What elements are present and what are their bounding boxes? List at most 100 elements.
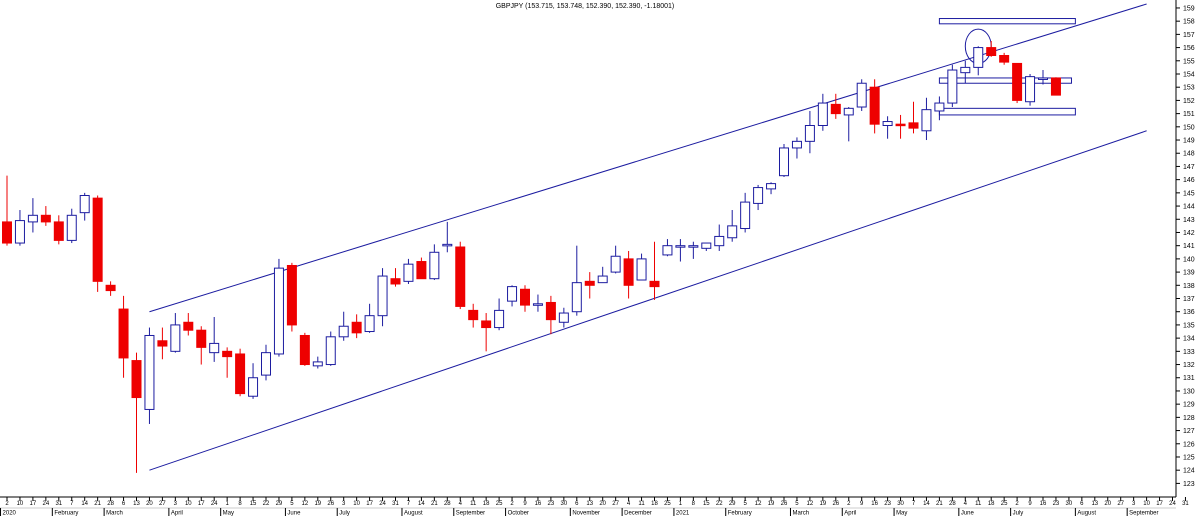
x-tick-label: 24 [43,501,50,507]
candle [559,308,568,328]
y-tick-label: 151 [1183,111,1195,118]
x-tick-label: 13 [586,501,593,507]
candle-body-down [521,289,530,305]
x-tick-label: 18 [483,501,490,507]
x-tick-label: 18 [651,501,658,507]
month-label: June [287,511,301,517]
candle-body-down [546,302,555,319]
candle [831,94,840,119]
candle-body-down [1051,78,1060,95]
x-tick-label: 27 [159,501,166,507]
candle-body-up [922,110,931,131]
x-tick-label: 5 [795,501,799,507]
candle [780,144,789,177]
x-tick-label: 2 [510,501,514,507]
candle [676,239,685,261]
x-tick-label: 14 [418,501,425,507]
x-tick-label: 10 [353,501,360,507]
candle [378,268,387,326]
month-label: 2020 [3,511,17,517]
month-label: December [624,511,652,517]
candle-body-up [1039,78,1048,80]
candle-body-up [15,221,24,243]
y-tick-label: 158 [1183,19,1195,26]
candle [67,209,76,243]
candle [365,304,374,333]
month-label: July [339,511,350,517]
candle [637,254,646,280]
candle-body-up [508,287,517,302]
y-tick-label: 159 [1183,5,1195,12]
candles-layer [3,41,1061,473]
candle-body-down [236,354,245,394]
y-tick-label: 123 [1183,481,1195,488]
candle [171,313,180,353]
candle-body-up [1026,77,1035,102]
month-label: July [1013,511,1024,517]
candle-body-down [352,322,361,333]
candle [132,353,141,473]
candle-body-up [935,103,944,111]
candle-body-up [572,283,581,312]
x-tick-label: 16 [1040,501,1047,507]
x-tick-label: 31 [1182,501,1189,507]
candle-body-down [1013,63,1022,100]
y-tick-label: 145 [1183,190,1195,197]
candle-body-down [987,48,996,56]
y-tick-label: 133 [1183,349,1195,356]
candle [300,333,309,366]
x-tick-label: 3 [1132,501,1136,507]
candle [585,272,594,298]
y-tick-label: 137 [1183,296,1195,303]
candle [404,259,413,284]
x-tick-label: 28 [444,501,451,507]
candle-body-up [741,202,750,228]
trendline-lower-channel [149,131,1146,470]
x-tick-label: 4 [459,501,463,507]
candle [15,210,24,246]
drawings-layer [149,4,1146,470]
candle-body-up [818,103,827,125]
candle-body-up [339,326,348,337]
x-tick-label: 3 [174,501,178,507]
candle-body-up [611,256,620,272]
candle [935,96,944,120]
month-label: April [171,511,183,517]
candle [702,243,711,251]
y-tick-label: 130 [1183,388,1195,395]
candle [287,263,296,332]
candle-body-up [676,246,685,248]
candle [1051,77,1060,95]
candle-body-up [598,276,607,283]
candle [417,258,426,279]
candle-body-up [495,310,504,327]
candle-body-down [1000,56,1009,63]
candle-body-up [210,343,219,352]
trendline-upper-channel [149,4,1146,312]
candle-body-up [792,141,801,148]
y-tick-label: 141 [1183,243,1195,250]
candle [352,314,361,338]
y-axis: 1231241251261271281291301311321331341351… [1176,0,1195,497]
x-tick-label: 20 [1104,501,1111,507]
y-tick-label: 155 [1183,58,1195,65]
x-tick-label: 3 [342,501,346,507]
candle-body-up [262,353,271,375]
y-tick-label: 143 [1183,217,1195,224]
y-tick-label: 136 [1183,309,1195,316]
y-tick-label: 132 [1183,362,1195,369]
month-label: September [456,511,485,517]
candle-body-up [28,215,37,222]
x-tick-label: 13 [133,501,140,507]
x-tick-label: 4 [964,501,968,507]
candle [274,259,283,357]
candle [106,281,115,296]
x-tick-label: 11 [470,501,477,507]
x-tick-label: 9 [523,501,527,507]
x-tick-label: 6 [122,501,126,507]
y-tick-label: 128 [1183,415,1195,422]
month-label: May [223,511,234,517]
y-tick-label: 153 [1183,85,1195,92]
